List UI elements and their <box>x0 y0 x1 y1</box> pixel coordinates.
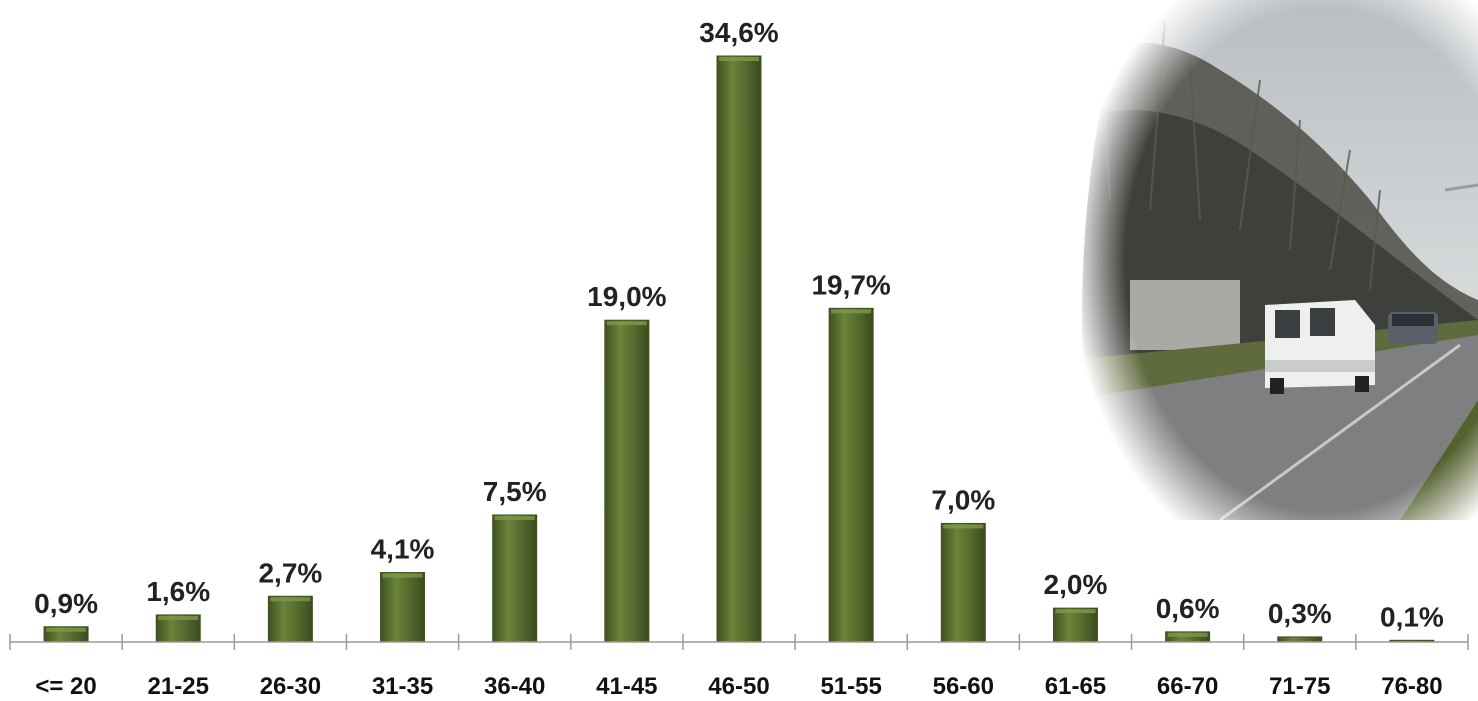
bar-11 <box>1277 636 1323 643</box>
bar-bevel-10 <box>1167 632 1208 637</box>
value-label-1: 1,6% <box>146 576 210 607</box>
bars-group <box>43 55 1435 643</box>
category-label-10: 66-70 <box>1157 673 1218 700</box>
bar-3 <box>380 572 426 643</box>
bar-bevel-8 <box>943 524 984 529</box>
x-axis <box>9 634 1469 650</box>
value-label-2: 2,7% <box>258 557 322 588</box>
category-label-3: 31-35 <box>372 673 433 700</box>
value-label-6: 34,6% <box>699 17 778 48</box>
category-label-1: 21-25 <box>148 673 209 700</box>
value-label-8: 7,0% <box>931 484 995 515</box>
bar-8 <box>940 522 986 643</box>
bar-5 <box>604 319 650 643</box>
category-labels: <= 20 21-25 26-30 31-35 36-40 41-45 46-50 51-55… <box>35 673 1442 700</box>
road-photo-icon <box>1070 0 1478 520</box>
bar-9 <box>1052 607 1098 643</box>
value-label-9: 2,0% <box>1044 569 1108 600</box>
category-label-2: 26-30 <box>260 673 321 700</box>
category-label-6: 46-50 <box>708 673 769 700</box>
value-label-3: 4,1% <box>371 534 435 565</box>
value-label-12: 0,1% <box>1380 601 1444 632</box>
category-label-4: 36-40 <box>484 673 545 700</box>
value-label-0: 0,9% <box>34 588 98 619</box>
bar-bevel-1 <box>158 615 199 620</box>
value-label-10: 0,6% <box>1156 593 1220 624</box>
value-label-7: 19,7% <box>811 269 890 300</box>
bar-bevel-6 <box>719 57 759 61</box>
category-label-12: 76-80 <box>1381 673 1442 700</box>
bar-bevel-3 <box>382 573 423 578</box>
bar-bevel-4 <box>494 515 535 520</box>
value-label-4: 7,5% <box>483 476 547 507</box>
bar-bevel-7 <box>831 309 872 314</box>
value-labels: 0,9% 1,6% 2,7% 4,1% 7,5% 19,0% 34,6% 19,7% 7,0% 2… <box>34 17 1444 632</box>
bar-bevel-2 <box>270 597 311 602</box>
bar-2 <box>267 595 313 643</box>
bar-7 <box>828 307 874 643</box>
category-label-5: 41-45 <box>596 673 657 700</box>
bar-bevel-9 <box>1055 609 1096 614</box>
bar-6 <box>716 55 762 643</box>
category-label-9: 61-65 <box>1045 673 1106 700</box>
bar-4 <box>492 514 538 643</box>
value-label-11: 0,3% <box>1268 598 1332 629</box>
bar-bevel-0 <box>46 627 87 632</box>
value-label-5: 19,0% <box>587 281 666 312</box>
category-label-11: 71-75 <box>1269 673 1330 700</box>
category-label-8: 56-60 <box>933 673 994 700</box>
category-label-7: 51-55 <box>820 673 881 700</box>
bar-bevel-5 <box>606 321 647 326</box>
category-label-0: <= 20 <box>35 673 96 700</box>
